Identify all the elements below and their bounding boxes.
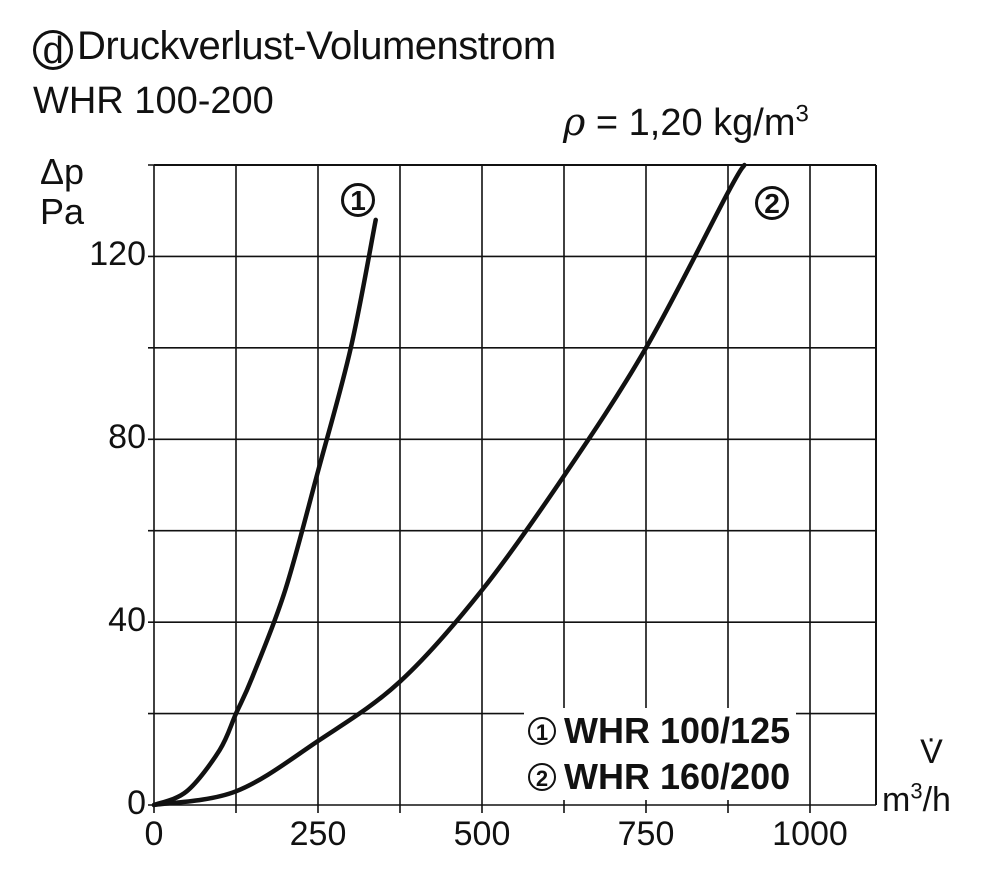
y-axis-label: Δp Pa [40, 152, 84, 232]
x-axis-symbol: · V [920, 722, 943, 771]
density-annotation: ρ = 1,20 kg/m3 [563, 100, 809, 145]
y-tick-40: 40 [108, 601, 146, 640]
density-value: = 1,20 kg/m [585, 102, 796, 144]
x-tick-750: 750 [617, 815, 675, 853]
legend: 1 WHR 100/125 2 WHR 160/200 [524, 708, 797, 800]
rho-symbol: ρ [563, 100, 586, 144]
curve-1 [151, 217, 378, 808]
legend-label-1: WHR 100/125 [564, 710, 791, 751]
chart-title: d Druckverlust-Volumenstrom [33, 24, 556, 70]
y-tick-0: 0 [127, 784, 146, 822]
x-tick-250: 250 [289, 815, 347, 853]
x-tick-1000: 1000 [772, 815, 848, 853]
curve-2 [151, 162, 747, 808]
panel-letter-badge: d [33, 30, 73, 70]
chart-title-text: Druckverlust-Volumenstrom [77, 24, 556, 68]
legend-item-2: 2 WHR 160/200 [528, 754, 790, 800]
x-tick-0: 0 [144, 815, 164, 853]
x-axis-label: · V m3/h [882, 722, 951, 820]
grid-lines [148, 164, 877, 813]
chart-subtitle: WHR 100-200 [33, 80, 274, 122]
legend-item-1: 1 WHR 100/125 [528, 708, 790, 754]
curve-2-label: 2 [755, 186, 789, 220]
y-axis-symbol: Δp [40, 151, 85, 192]
data-curves [151, 162, 747, 808]
curve-1-label: 1 [341, 183, 375, 217]
legend-marker-2: 2 [528, 763, 556, 791]
x-axis-unit: m3/h [882, 779, 951, 820]
y-axis-unit: Pa [40, 191, 85, 232]
density-exponent: 3 [795, 100, 809, 128]
y-tick-80: 80 [108, 418, 146, 457]
legend-marker-1: 1 [528, 717, 556, 745]
x-tick-500: 500 [453, 815, 511, 853]
y-tick-120: 120 [89, 235, 146, 274]
legend-label-2: WHR 160/200 [564, 756, 791, 797]
